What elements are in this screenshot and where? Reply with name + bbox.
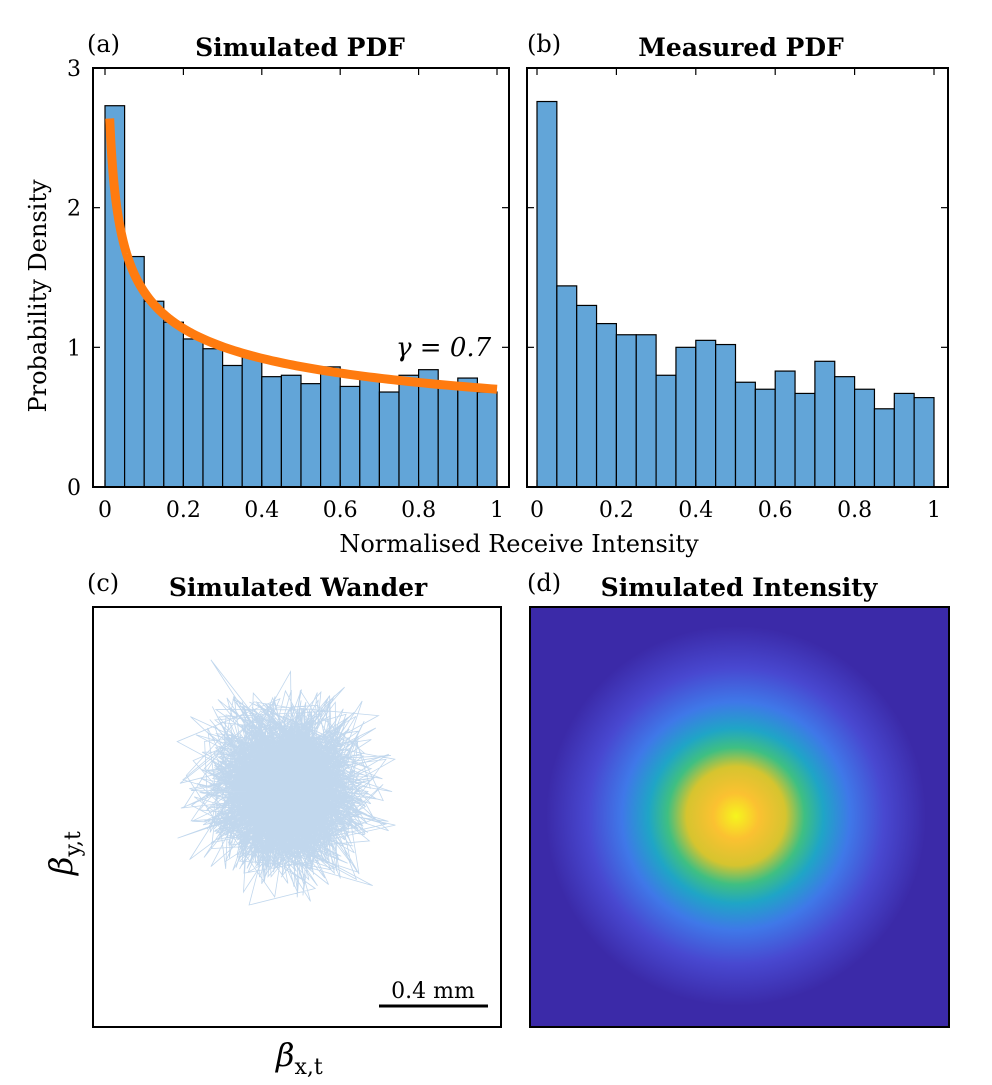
histogram-bar <box>913 397 935 488</box>
panel-b-label: (b) <box>527 30 561 58</box>
beta-y-label: βy,t <box>42 831 86 876</box>
xtick-label-a: 0.6 <box>323 498 358 523</box>
histogram-bar <box>655 374 677 488</box>
panel-a: (a) Simulated PDF γ = 0.7 0 1 2 3 0 0.2 … <box>24 30 510 523</box>
histogram-bar <box>715 343 737 488</box>
histogram-bar <box>241 356 263 488</box>
panel-a-frame <box>92 67 510 488</box>
ytick-label-a: 1 <box>67 336 81 361</box>
histogram-bar <box>695 339 717 488</box>
xtick-label-b: 0.4 <box>678 498 713 523</box>
histogram-bar <box>222 364 243 488</box>
panel-c-label: (c) <box>87 569 119 597</box>
xtick-label-b: 0.2 <box>599 498 634 523</box>
x-axis-label: Normalised Receive Intensity <box>339 530 699 558</box>
histogram-bar <box>853 388 876 488</box>
y-axis-label: Probability Density <box>24 179 52 413</box>
histogram-bar <box>873 408 895 488</box>
panel-c: (c) Simulated Wander 0.4 mm βx,t βy,t <box>42 569 502 1080</box>
histogram-bar <box>261 376 282 488</box>
histogram-bar <box>536 100 558 488</box>
wander-trace <box>176 659 396 906</box>
panel-b: (b) Measured PDF 0 0.2 0.4 0.6 0.8 1 <box>526 30 949 523</box>
histogram-bar <box>615 334 637 488</box>
histogram-bar <box>457 377 478 488</box>
histogram-bar <box>595 322 617 488</box>
panel-c-title: Simulated Wander <box>169 573 428 602</box>
histogram-bar <box>754 388 776 488</box>
histogram-bar <box>675 346 697 488</box>
xtick-label-b: 0 <box>530 498 544 523</box>
panel-d: (d) Simulated Intensity <box>527 569 950 1028</box>
histogram-bar <box>280 374 302 488</box>
ytick-label-a: 0 <box>67 476 81 501</box>
xtick-label-a: 0 <box>98 498 112 523</box>
panel-a-tick-labels: 0 1 2 3 0 0.2 0.4 0.6 0.8 1 <box>67 57 504 523</box>
histogram-bar <box>814 360 836 488</box>
panel-b-frame <box>526 67 949 488</box>
xtick-label-b: 0.6 <box>758 498 793 523</box>
ytick-label-a: 3 <box>67 57 81 82</box>
panel-d-frame <box>529 606 950 1028</box>
histogram-bar <box>437 385 459 488</box>
histogram-bar <box>339 385 361 488</box>
heatmap-beam <box>546 626 926 1006</box>
panel-b-title: Measured PDF <box>638 33 844 62</box>
panel-b-tick-labels: 0 0.2 0.4 0.6 0.8 1 <box>530 498 941 523</box>
xtick-label-b: 1 <box>927 498 941 523</box>
panel-b-bars <box>536 100 935 488</box>
panel-d-label: (d) <box>527 569 561 597</box>
histogram-bar <box>834 376 856 488</box>
panel-a-label: (a) <box>87 30 120 58</box>
panel-d-title: Simulated Intensity <box>601 573 879 602</box>
histogram-bar <box>794 392 816 488</box>
histogram-bar <box>893 392 915 488</box>
histogram-bar <box>476 391 498 488</box>
ytick-label-a: 2 <box>67 197 81 222</box>
histogram-bar <box>182 338 204 488</box>
histogram-bar <box>202 348 224 488</box>
histogram-bar <box>143 300 165 488</box>
xtick-label-a: 0.2 <box>166 498 201 523</box>
panel-c-frame <box>92 606 502 1028</box>
histogram-bar <box>320 366 341 488</box>
beta-x-label: βx,t <box>275 1036 323 1080</box>
xtick-label-a: 0.8 <box>401 498 436 523</box>
panel-a-bars <box>104 105 498 488</box>
histogram-bar <box>734 381 756 488</box>
fit-curve <box>105 118 498 394</box>
xtick-label-a: 1 <box>490 498 504 523</box>
histogram-bar <box>378 391 400 488</box>
histogram-bar <box>300 383 322 488</box>
histogram-bar <box>359 378 380 488</box>
histogram-bar <box>576 304 598 488</box>
gamma-annotation: γ = 0.7 <box>396 333 492 363</box>
xtick-label-b: 0.8 <box>837 498 872 523</box>
histogram-bar <box>163 321 185 488</box>
xtick-label-a: 0.4 <box>244 498 279 523</box>
histogram-bar <box>398 374 420 488</box>
scale-bar-label: 0.4 mm <box>391 979 475 1004</box>
panel-a-title: Simulated PDF <box>195 33 405 62</box>
histogram-bar <box>556 285 578 488</box>
histogram-bar <box>774 370 796 488</box>
histogram-bar <box>635 334 657 488</box>
